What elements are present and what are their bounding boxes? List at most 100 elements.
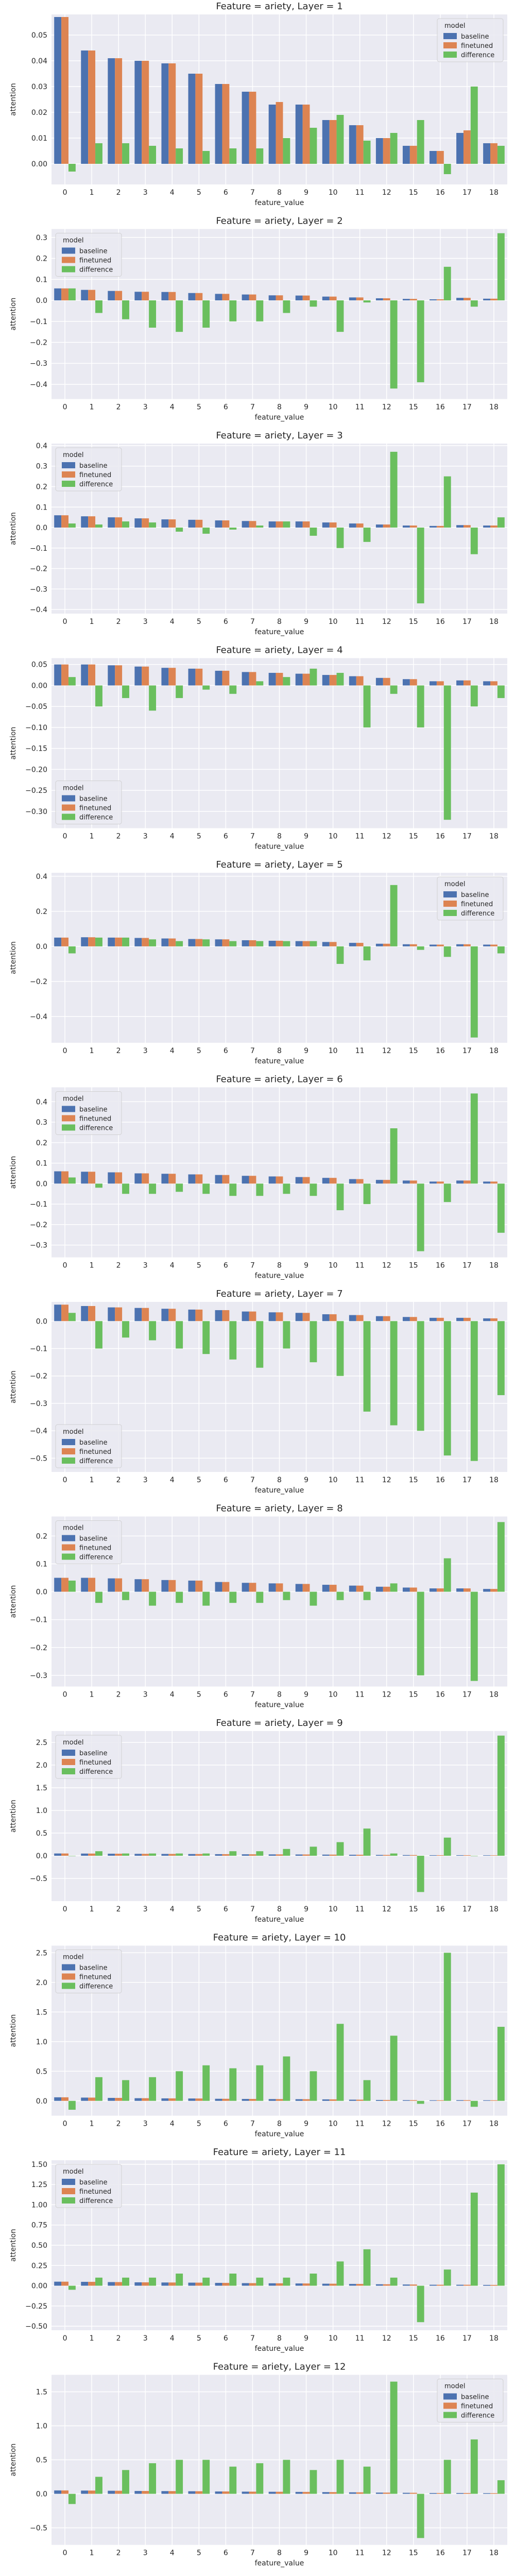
bar-difference-5	[202, 939, 210, 946]
x-tick-label: 12	[382, 1262, 391, 1270]
x-tick-label: 12	[382, 2334, 391, 2343]
bar-baseline-8	[268, 295, 276, 301]
bar-difference-8	[283, 677, 290, 686]
bar-baseline-6	[215, 2283, 222, 2286]
bar-difference-0	[68, 1177, 76, 1184]
bar-difference-18	[497, 517, 505, 528]
legend-swatch-baseline	[62, 247, 75, 254]
bar-baseline-1	[81, 290, 89, 301]
bar-difference-2	[122, 2080, 129, 2101]
legend-swatch-finetuned	[443, 2402, 457, 2409]
x-tick-label: 18	[489, 403, 499, 412]
bar-baseline-10	[322, 120, 330, 164]
chart-title: Feature = ariety, Layer = 12	[213, 2362, 346, 2372]
bar-finetuned-10	[329, 1854, 337, 1856]
bar-finetuned-4	[168, 668, 176, 686]
x-tick-label: 17	[462, 618, 472, 626]
bar-baseline-3	[134, 938, 142, 946]
bar-difference-9	[310, 1321, 317, 1363]
y-tick-label: 0.2	[36, 1532, 47, 1540]
bar-difference-11	[363, 2249, 371, 2286]
bar-difference-8	[283, 2056, 290, 2101]
bar-difference-1	[95, 937, 102, 946]
bar-difference-7	[256, 1183, 264, 1196]
bar-baseline-11	[349, 676, 356, 686]
bar-difference-0	[68, 164, 76, 172]
bar-baseline-16	[430, 526, 437, 528]
bar-baseline-6	[215, 670, 222, 686]
bar-baseline-12	[375, 1316, 383, 1321]
bar-difference-12	[390, 885, 398, 946]
bar-finetuned-17	[463, 2493, 471, 2494]
bar-baseline-3	[134, 1173, 142, 1184]
x-tick-label: 17	[462, 1047, 472, 1055]
bar-finetuned-1	[88, 1172, 96, 1184]
bar-baseline-6	[215, 84, 222, 164]
bar-difference-9	[310, 1183, 317, 1196]
bar-finetuned-6	[222, 1854, 230, 1856]
bar-finetuned-12	[383, 2493, 390, 2494]
bar-difference-0	[68, 523, 76, 528]
bar-finetuned-4	[168, 1580, 176, 1592]
bar-finetuned-12	[383, 524, 390, 528]
bar-baseline-6	[215, 520, 222, 528]
x-tick-label: 8	[277, 2549, 282, 2557]
bar-baseline-4	[161, 668, 169, 686]
x-tick-label: 16	[436, 2120, 445, 2128]
bar-finetuned-17	[463, 944, 471, 946]
bar-difference-4	[176, 1321, 183, 1349]
bar-finetuned-16	[436, 151, 444, 164]
bar-finetuned-8	[276, 2283, 283, 2286]
y-axis-label: attention	[9, 298, 18, 331]
bar-baseline-2	[108, 291, 115, 301]
y-tick-label: −0.5	[30, 2524, 47, 2533]
y-tick-label: 0.1	[36, 1560, 47, 1568]
x-tick-label: 3	[143, 1476, 148, 1484]
bar-baseline-11	[349, 523, 356, 528]
bar-finetuned-11	[356, 2492, 364, 2494]
bar-difference-1	[95, 143, 102, 164]
bar-finetuned-3	[142, 938, 149, 946]
bar-finetuned-10	[329, 2283, 337, 2286]
chart-title: Feature = ariety, Layer = 11	[213, 2147, 346, 2158]
y-tick-label: 1.5	[36, 2388, 47, 2397]
bar-difference-8	[283, 1591, 290, 1600]
legend-entry-baseline: baseline	[79, 1106, 107, 1114]
x-tick-label: 9	[304, 1262, 308, 1270]
x-tick-label: 2	[116, 403, 121, 412]
bar-difference-7	[256, 1851, 264, 1856]
bar-baseline-7	[242, 2099, 249, 2101]
bar-difference-6	[229, 2068, 237, 2101]
bar-difference-15	[417, 1591, 424, 1675]
x-tick-label: 11	[355, 2334, 365, 2343]
legend-box	[55, 1091, 122, 1135]
bar-difference-2	[122, 1591, 129, 1600]
bar-difference-2	[122, 521, 129, 528]
legend-swatch-baseline	[62, 462, 75, 468]
bar-baseline-4	[161, 1854, 169, 1856]
legend-swatch-finetuned	[62, 2188, 75, 2194]
bar-finetuned-8	[276, 673, 283, 686]
y-tick-label: −0.15	[25, 745, 47, 753]
y-tick-label: −0.50	[25, 2323, 47, 2331]
bar-difference-8	[283, 2277, 290, 2286]
bar-baseline-9	[295, 105, 303, 164]
bar-difference-12	[390, 1583, 398, 1592]
bar-baseline-11	[349, 2284, 356, 2286]
bar-difference-16	[443, 685, 451, 820]
bar-finetuned-0	[61, 1853, 68, 1856]
bar-baseline-3	[134, 1579, 142, 1592]
bar-baseline-5	[188, 1309, 196, 1321]
x-tick-label: 1	[90, 403, 94, 412]
bar-baseline-10	[322, 1585, 330, 1592]
bar-difference-3	[149, 522, 157, 528]
bar-difference-15	[417, 2100, 424, 2104]
bar-baseline-0	[54, 17, 62, 164]
bar-finetuned-18	[490, 2493, 497, 2494]
bar-difference-16	[443, 164, 451, 174]
bar-difference-15	[417, 946, 424, 950]
bar-finetuned-5	[195, 519, 203, 528]
bar-difference-2	[122, 1853, 129, 1856]
